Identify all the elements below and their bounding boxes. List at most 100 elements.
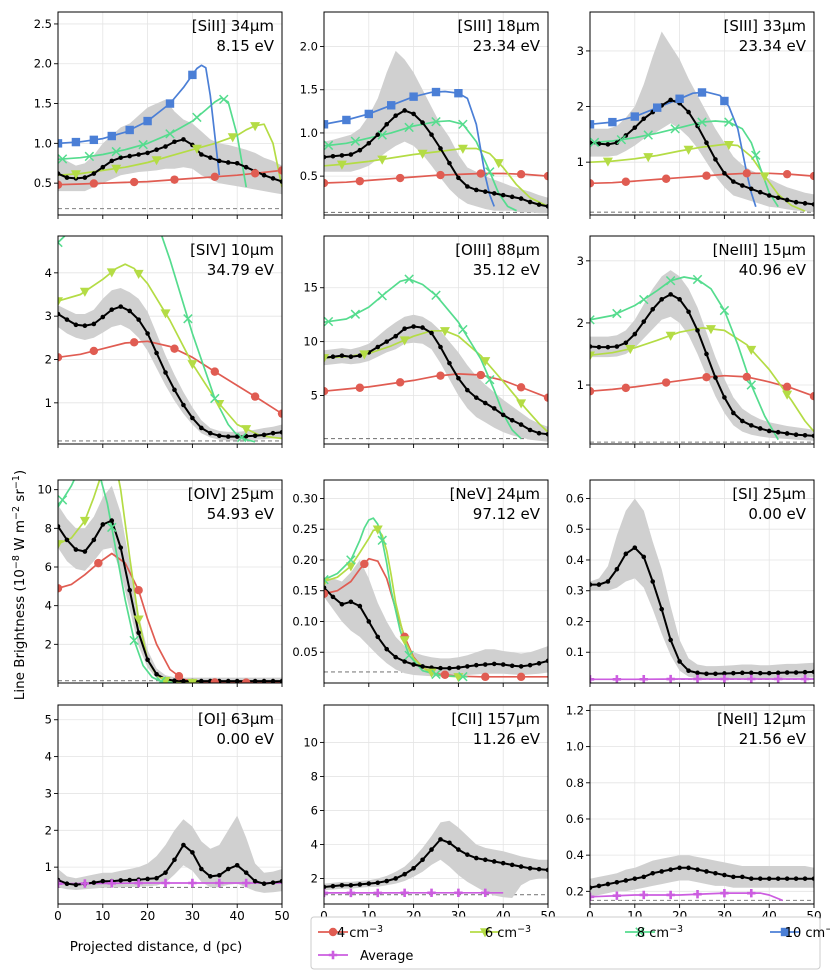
- observed-point: [456, 847, 461, 852]
- observed-point: [500, 662, 506, 667]
- observed-point: [482, 662, 488, 667]
- observed-point: [420, 120, 425, 125]
- observed-point: [545, 432, 548, 437]
- y-tick-label: 0.10: [292, 614, 318, 628]
- y-tick-label: 6: [311, 803, 318, 817]
- model-marker-n4: [324, 589, 329, 599]
- observed-point: [474, 187, 479, 193]
- model-marker-n6: [345, 562, 356, 572]
- model-marker-avg: [107, 879, 116, 888]
- observed-point: [650, 306, 656, 312]
- model-marker-n10: [675, 94, 684, 103]
- model-marker-avg: [773, 674, 783, 683]
- model-marker-n8: [84, 151, 95, 162]
- model-marker-n8: [458, 671, 468, 682]
- model-marker-n10: [720, 96, 729, 106]
- y-tick-label: 4: [45, 266, 52, 280]
- panel-energy: 40.96 eV: [739, 261, 807, 279]
- model-marker-n4: [590, 387, 595, 396]
- y-tick-label: 8: [45, 521, 52, 535]
- observed-point: [641, 874, 647, 880]
- observed-point: [465, 852, 470, 857]
- model-marker-n10: [608, 117, 617, 127]
- model-marker-n6: [493, 159, 504, 169]
- observed-point: [500, 412, 506, 418]
- chart-panel: 0.5 1.0 1.5 2.0 [SIII] 18μm 23.34 eV: [300, 11, 549, 219]
- observed-point: [447, 160, 452, 166]
- model-marker-n8: [129, 635, 139, 646]
- uncertainty-band: [58, 99, 282, 195]
- observed-point: [474, 855, 479, 861]
- observed-point: [766, 193, 772, 198]
- legend-label: 8 cm−3: [637, 924, 683, 941]
- observed-point: [384, 339, 390, 344]
- model-marker-n8: [58, 495, 68, 505]
- y-axis-label-close: ): [12, 470, 28, 475]
- model-marker-n6: [782, 390, 793, 400]
- model-marker-n4: [324, 178, 329, 188]
- model-marker-n6: [480, 357, 491, 367]
- observed-point: [225, 434, 231, 439]
- y-tick-label: 0.20: [292, 553, 318, 567]
- y-tick-label: 4: [45, 750, 52, 764]
- panels-grid: 0.5 1.0 1.5 2.0 2.5 [SiII] 34μm 8.15 eV 0.5 1.0 1…: [34, 11, 822, 923]
- model-marker-n6: [377, 155, 388, 165]
- observed-point: [632, 876, 638, 881]
- model-marker-n6: [241, 425, 252, 435]
- model-marker-n8: [590, 315, 595, 325]
- observed-point: [181, 137, 186, 142]
- model-marker-n4: [58, 353, 63, 362]
- observed-point: [199, 866, 204, 872]
- model-marker-n6: [516, 399, 527, 409]
- panel-frame: [57, 11, 283, 216]
- model-marker-n4: [277, 409, 282, 418]
- observed-point: [91, 321, 97, 327]
- model-marker-n4: [58, 584, 63, 593]
- observed-point: [465, 387, 470, 393]
- model-marker-n4: [661, 378, 671, 387]
- observed-point: [270, 176, 276, 181]
- observed-point: [482, 857, 488, 863]
- panel-frame: [323, 235, 549, 445]
- model-marker-n8: [183, 314, 193, 324]
- panel-title: [OIV] 25μm: [188, 485, 274, 503]
- observed-point: [596, 582, 602, 587]
- plot-area: [58, 236, 282, 443]
- observed-point: [713, 157, 718, 162]
- observed-point: [605, 881, 611, 887]
- observed-point: [154, 875, 159, 881]
- model-marker-n6: [187, 360, 198, 370]
- observed-point: [545, 658, 548, 664]
- observed-point: [420, 857, 425, 863]
- model-marker-n8: [377, 535, 387, 546]
- observed-point: [199, 425, 204, 431]
- x-tick-label: 40: [230, 909, 245, 923]
- observed-point: [748, 670, 754, 676]
- model-marker-n4: [360, 559, 369, 569]
- model-marker-n10: [188, 70, 197, 80]
- observed-point: [536, 430, 542, 436]
- model-marker-n8: [192, 112, 202, 123]
- chart-panel: 1 2 3 [SIII] 33μm 23.34 eV: [577, 11, 815, 219]
- model-marker-n8: [324, 574, 329, 585]
- observed-point: [713, 870, 718, 876]
- legend-label: Average: [360, 949, 413, 964]
- model-marker-n6: [746, 345, 757, 356]
- y-tick-label: 0.15: [292, 584, 318, 598]
- observed-point: [802, 201, 808, 206]
- observed-point: [456, 375, 461, 381]
- model-marker-n8: [377, 130, 387, 140]
- y-tick-label: 0.5: [34, 176, 52, 190]
- model-marker-n4: [210, 678, 219, 683]
- observed-point: [270, 678, 276, 683]
- observed-point: [181, 842, 186, 848]
- model-marker-n8: [350, 136, 361, 146]
- model-marker-n8: [643, 130, 653, 140]
- observed-point: [208, 874, 213, 879]
- model-marker-n6: [723, 141, 734, 151]
- panel-energy: 0.00 eV: [748, 505, 806, 523]
- observed-point: [784, 197, 790, 203]
- model-marker-n6: [151, 156, 162, 166]
- observed-point: [740, 670, 745, 676]
- model-marker-n6: [187, 678, 198, 683]
